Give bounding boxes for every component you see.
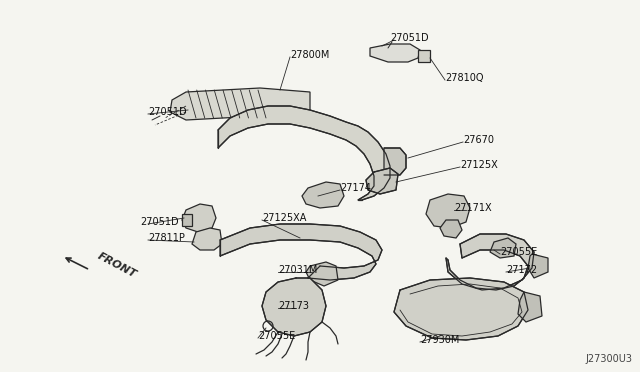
Polygon shape [220, 224, 382, 280]
Polygon shape [182, 214, 192, 226]
Polygon shape [192, 228, 222, 250]
Text: 27811P: 27811P [148, 233, 185, 243]
Polygon shape [440, 220, 462, 238]
Text: 27055E: 27055E [500, 247, 537, 257]
Text: 27051D: 27051D [140, 217, 179, 227]
Polygon shape [262, 278, 326, 336]
Text: 27051D: 27051D [148, 107, 187, 117]
Polygon shape [384, 148, 406, 175]
Polygon shape [302, 182, 344, 208]
Text: 27125XA: 27125XA [262, 213, 307, 223]
Polygon shape [306, 262, 338, 286]
Polygon shape [528, 254, 548, 278]
Text: 27172: 27172 [506, 265, 537, 275]
Text: 27173: 27173 [278, 301, 309, 311]
Text: 27930M: 27930M [420, 335, 460, 345]
Polygon shape [182, 204, 216, 232]
Text: J27300U3: J27300U3 [585, 354, 632, 364]
Polygon shape [446, 234, 534, 290]
Text: 27055E: 27055E [258, 331, 295, 341]
Polygon shape [394, 278, 528, 340]
Text: 27171X: 27171X [454, 203, 492, 213]
Text: 27051D: 27051D [390, 33, 429, 43]
Polygon shape [366, 168, 398, 194]
Text: 27125X: 27125X [460, 160, 498, 170]
Text: 27031M: 27031M [278, 265, 317, 275]
Polygon shape [426, 194, 470, 228]
Polygon shape [170, 88, 310, 120]
Text: 27174: 27174 [340, 183, 371, 193]
Polygon shape [518, 292, 542, 322]
Text: 27670: 27670 [463, 135, 494, 145]
Polygon shape [490, 238, 516, 258]
Polygon shape [370, 44, 420, 62]
Text: 27800M: 27800M [290, 50, 330, 60]
Polygon shape [218, 106, 390, 200]
Polygon shape [418, 50, 430, 62]
Text: FRONT: FRONT [96, 251, 138, 280]
Text: 27810Q: 27810Q [445, 73, 483, 83]
